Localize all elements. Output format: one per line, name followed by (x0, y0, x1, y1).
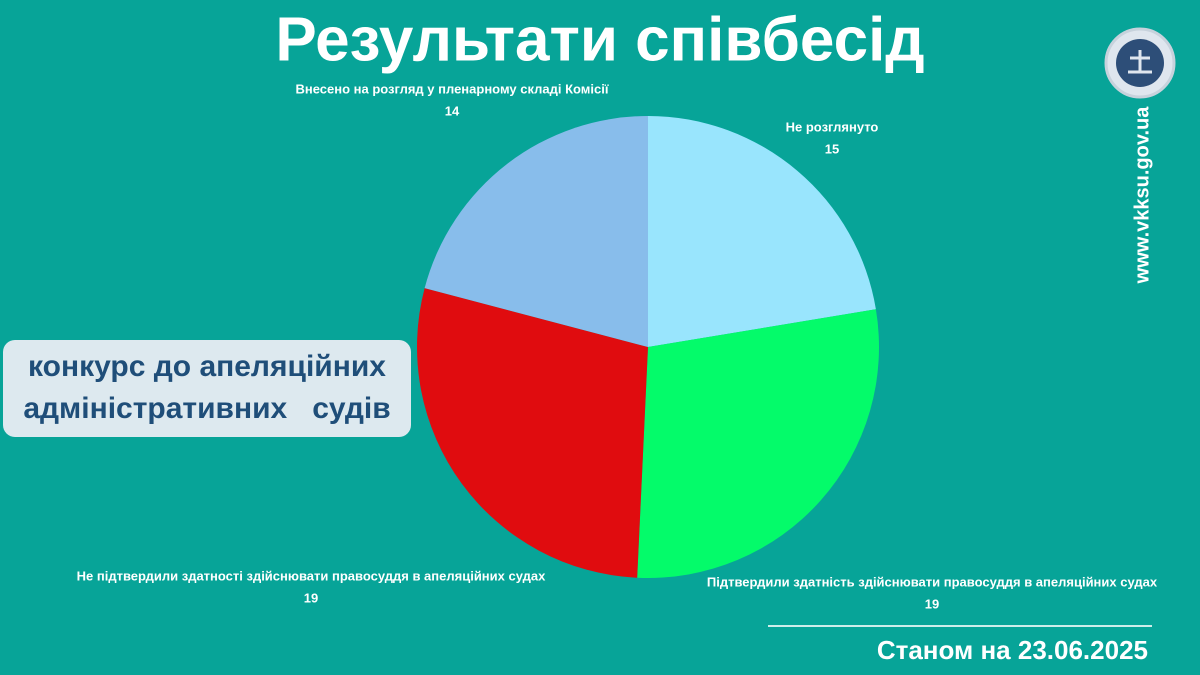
slice-label: Підтвердили здатність здійснювати правос… (707, 574, 1158, 589)
website: www.vkksu.gov.ua (1131, 106, 1153, 285)
badge-box (3, 340, 411, 437)
badge: конкурс до апеляційних адміністративних … (3, 340, 411, 437)
slice-value: 19 (925, 596, 939, 611)
badge-line: конкурс до апеляційних (28, 350, 386, 383)
slice-label: Не підтвердили здатності здійснювати пра… (77, 568, 546, 583)
slice-label: Не розглянуто (786, 119, 879, 134)
slice-label: Внесено на розгляд у пленарному складі К… (295, 81, 608, 96)
pie-slice (637, 309, 879, 578)
slice-value: 15 (825, 141, 839, 156)
badge-line: адміністративних судів (23, 392, 390, 425)
slice-value: 14 (445, 103, 460, 118)
slice-value: 19 (304, 590, 318, 605)
pie: Не розглянуто 15 Підтвердили здатність зді… (77, 81, 1158, 611)
pie-slice (424, 116, 648, 347)
logo-scales (1128, 50, 1152, 74)
pie-slice (417, 288, 648, 578)
pie-slice (648, 116, 876, 347)
chart-title: Результати співбесід (275, 5, 924, 74)
logo (1104, 27, 1176, 99)
date-note: Станом на 23.06.2025 (877, 635, 1148, 665)
